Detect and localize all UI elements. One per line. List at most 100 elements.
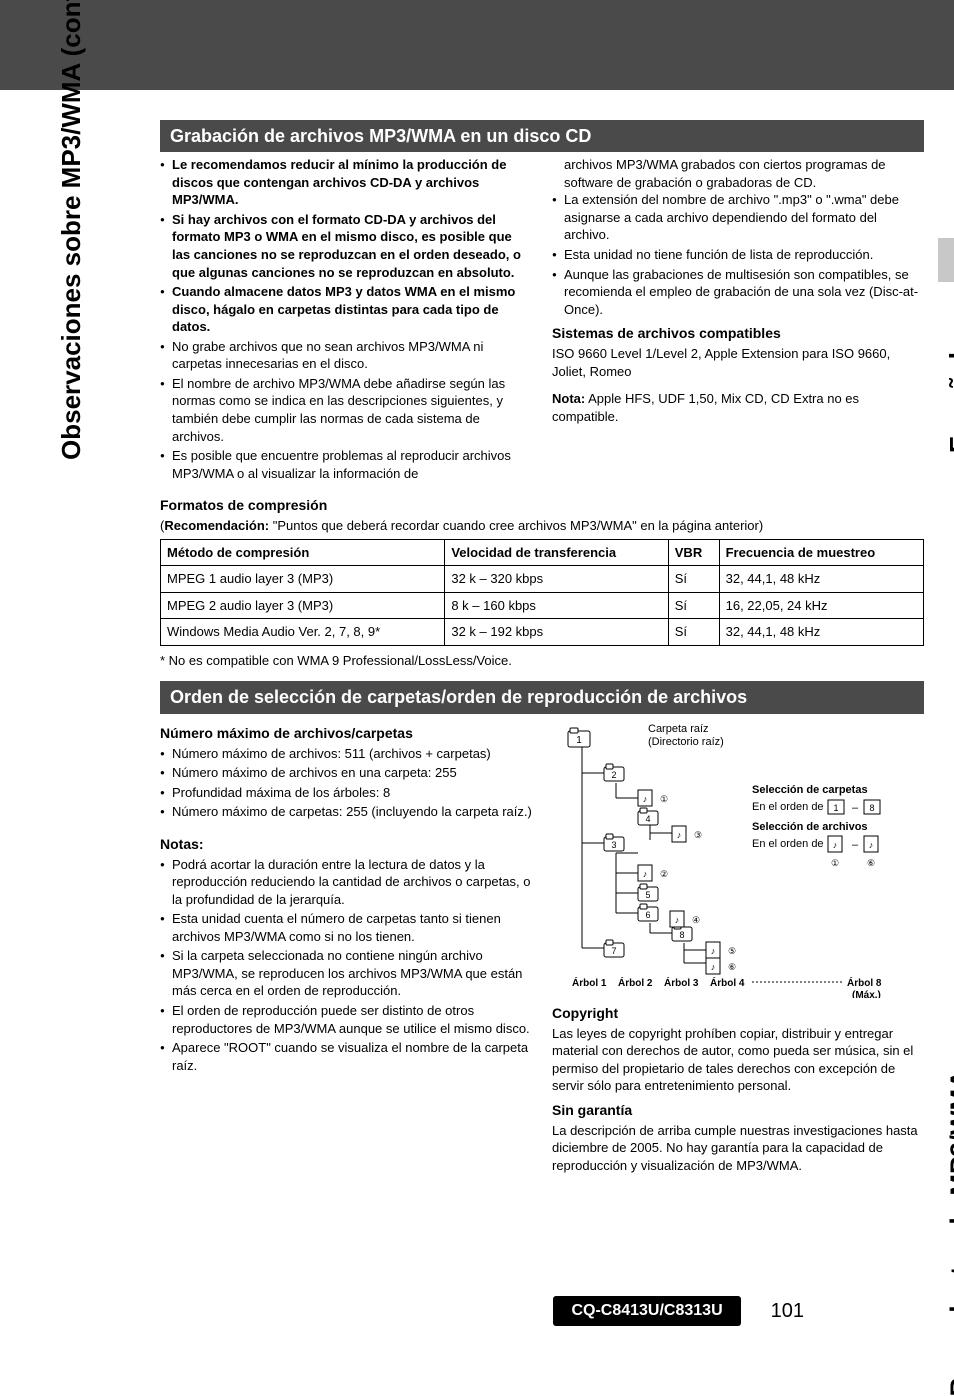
th: Frecuencia de muestreo	[719, 539, 923, 566]
sel-files: Selección de archivos	[752, 821, 868, 833]
list-item: Aunque las grabaciones de multisesión so…	[552, 266, 924, 319]
model-badge: CQ-C8413U/C8313U	[553, 1296, 740, 1326]
list-item: Cuando almacene datos MP3 y datos WMA en…	[160, 283, 532, 336]
svg-text:4: 4	[645, 814, 650, 824]
list-item: Si hay archivos con el formato CD-DA y a…	[160, 211, 532, 281]
warranty-text: La descripción de arriba cumple nuestras…	[552, 1122, 924, 1175]
list-item: Número máximo de archivos en una carpeta…	[160, 764, 532, 782]
td: Sí	[668, 566, 719, 593]
list-item: Si la carpeta seleccionada no contiene n…	[160, 947, 532, 1000]
section1-title: Grabación de archivos MP3/WMA en un disc…	[160, 120, 924, 152]
svg-text:♪: ♪	[833, 840, 838, 850]
list-item: Aparece "ROOT" cuando se visualiza el no…	[160, 1039, 532, 1074]
svg-text:3: 3	[611, 840, 616, 850]
td: Windows Media Audio Ver. 2, 7, 8, 9*	[161, 619, 445, 646]
table-row: Windows Media Audio Ver. 2, 7, 8, 9* 32 …	[161, 619, 924, 646]
svg-text:③: ③	[694, 830, 702, 840]
root-dir: (Directorio raíz)	[648, 736, 724, 748]
svg-text:⑥: ⑥	[728, 962, 736, 972]
svg-text:④: ④	[692, 915, 700, 925]
section1-right-intro: archivos MP3/WMA grabados con ciertos pr…	[552, 156, 924, 191]
folder-tree-diagram: 1 2 4 3 5 6 8 7 ♪① ♪③ ♪②	[552, 718, 922, 998]
notas-list: Podrá acortar la duración entre la lectu…	[160, 856, 532, 1075]
section1-left-bold-list: Le recomendamos reducir al mínimo la pro…	[160, 156, 532, 335]
nota-block: Nota: Apple HFS, UDF 1,50, Mix CD, CD Ex…	[552, 390, 924, 425]
section1-body: Le recomendamos reducir al mínimo la pro…	[160, 156, 924, 484]
list-item: Esta unidad cuenta el número de carpetas…	[160, 910, 532, 945]
formats-recom: (Recomendación: "Puntos que deberá recor…	[160, 517, 924, 535]
svg-text:5: 5	[645, 890, 650, 900]
page-content: Grabación de archivos MP3/WMA en un disc…	[160, 120, 924, 1174]
section2-right: 1 2 4 3 5 6 8 7 ♪① ♪③ ♪②	[552, 718, 924, 1175]
compat-text: ISO 9660 Level 1/Level 2, Apple Extensio…	[552, 345, 924, 380]
list-item: No grabe archivos que no sean archivos M…	[160, 338, 532, 373]
list-item: El nombre de archivo MP3/WMA debe añadir…	[160, 375, 532, 445]
tree-max: (Máx.)	[852, 990, 881, 998]
side-gray-bar	[938, 238, 954, 282]
svg-text:①: ①	[660, 794, 668, 804]
root-label: Carpeta raíz	[648, 723, 709, 735]
svg-text:6: 6	[645, 910, 650, 920]
td: 32 k – 320 kbps	[445, 566, 668, 593]
td: 32, 44,1, 48 kHz	[719, 619, 923, 646]
svg-text:♪: ♪	[675, 915, 680, 925]
td: 32 k – 192 kbps	[445, 619, 668, 646]
td: 32, 44,1, 48 kHz	[719, 566, 923, 593]
arbol1: Árbol 1	[572, 976, 607, 989]
td: MPEG 1 audio layer 3 (MP3)	[161, 566, 445, 593]
svg-text:1: 1	[576, 735, 582, 746]
list-item: Es posible que encuentre problemas al re…	[160, 447, 532, 482]
notas-heading: Notas:	[160, 835, 532, 854]
svg-text:–: –	[852, 802, 859, 814]
nota-text: Apple HFS, UDF 1,50, Mix CD, CD Extra no…	[552, 391, 859, 424]
side-label-right-top: Español	[942, 352, 954, 453]
side-label-left: Observaciones sobre MP3/WMA (continuació…	[54, 0, 89, 460]
header-bar	[0, 0, 954, 90]
th: VBR	[668, 539, 719, 566]
formats-footnote: * No es compatible con WMA 9 Professiona…	[160, 652, 924, 670]
nota-label: Nota:	[552, 391, 585, 406]
th: Método de compresión	[161, 539, 445, 566]
compression-table: Método de compresión Velocidad de transf…	[160, 539, 924, 646]
svg-text:♪: ♪	[643, 869, 648, 879]
section2-title: Orden de selección de carpetas/orden de …	[160, 681, 924, 713]
list-item: Esta unidad no tiene función de lista de…	[552, 246, 924, 264]
svg-text:♪: ♪	[711, 962, 716, 972]
svg-text:①: ①	[831, 858, 839, 868]
page-number: 101	[771, 1298, 804, 1325]
side-label-left-text: Observaciones sobre MP3/WMA (continuació…	[56, 0, 86, 460]
svg-text:2: 2	[611, 770, 616, 780]
warranty-heading: Sin garantía	[552, 1101, 924, 1120]
page-footer: CQ-C8413U/C8313U 101	[553, 1296, 804, 1326]
th: Velocidad de transferencia	[445, 539, 668, 566]
side-label-right-top-text: Español	[944, 352, 954, 453]
td: 8 k – 160 kbps	[445, 592, 668, 619]
arbol2: Árbol 2	[618, 976, 653, 989]
copyright-text: Las leyes de copyright prohíben copiar, …	[552, 1025, 924, 1095]
formats-block: Formatos de compresión (Recomendación: "…	[160, 496, 924, 669]
arbol4: Árbol 4	[710, 976, 745, 989]
svg-text:1: 1	[833, 803, 838, 813]
sel-files-order: En el orden de	[752, 838, 824, 850]
side-label-right-bottom: Reproductor de MP3/WMA	[942, 1070, 954, 1396]
svg-text:⑤: ⑤	[728, 946, 736, 956]
table-header-row: Método de compresión Velocidad de transf…	[161, 539, 924, 566]
sel-folders: Selección de carpetas	[752, 784, 868, 796]
copyright-heading: Copyright	[552, 1004, 924, 1023]
section2-body: Número máximo de archivos/carpetas Númer…	[160, 718, 924, 1175]
td: Sí	[668, 592, 719, 619]
max-heading: Número máximo de archivos/carpetas	[160, 724, 532, 743]
formats-heading: Formatos de compresión	[160, 496, 924, 515]
section1-right-list: La extensión del nombre de archivo ".mp3…	[552, 191, 924, 318]
list-item: Número máximo de archivos: 511 (archivos…	[160, 745, 532, 763]
side-label-right-bottom-text: Reproductor de MP3/WMA	[944, 1070, 954, 1396]
compat-heading: Sistemas de archivos compatibles	[552, 324, 924, 343]
section1-left-normal-list: No grabe archivos que no sean archivos M…	[160, 338, 532, 482]
recom-text: "Puntos que deberá recordar cuando cree …	[269, 518, 763, 533]
list-item: Profundidad máxima de los árboles: 8	[160, 784, 532, 802]
list-item: El orden de reproducción puede ser disti…	[160, 1002, 532, 1037]
recom-label: Recomendación:	[164, 518, 269, 533]
arbol8: Árbol 8	[847, 976, 882, 989]
svg-text:–: –	[852, 839, 859, 851]
td: 16, 22,05, 24 kHz	[719, 592, 923, 619]
